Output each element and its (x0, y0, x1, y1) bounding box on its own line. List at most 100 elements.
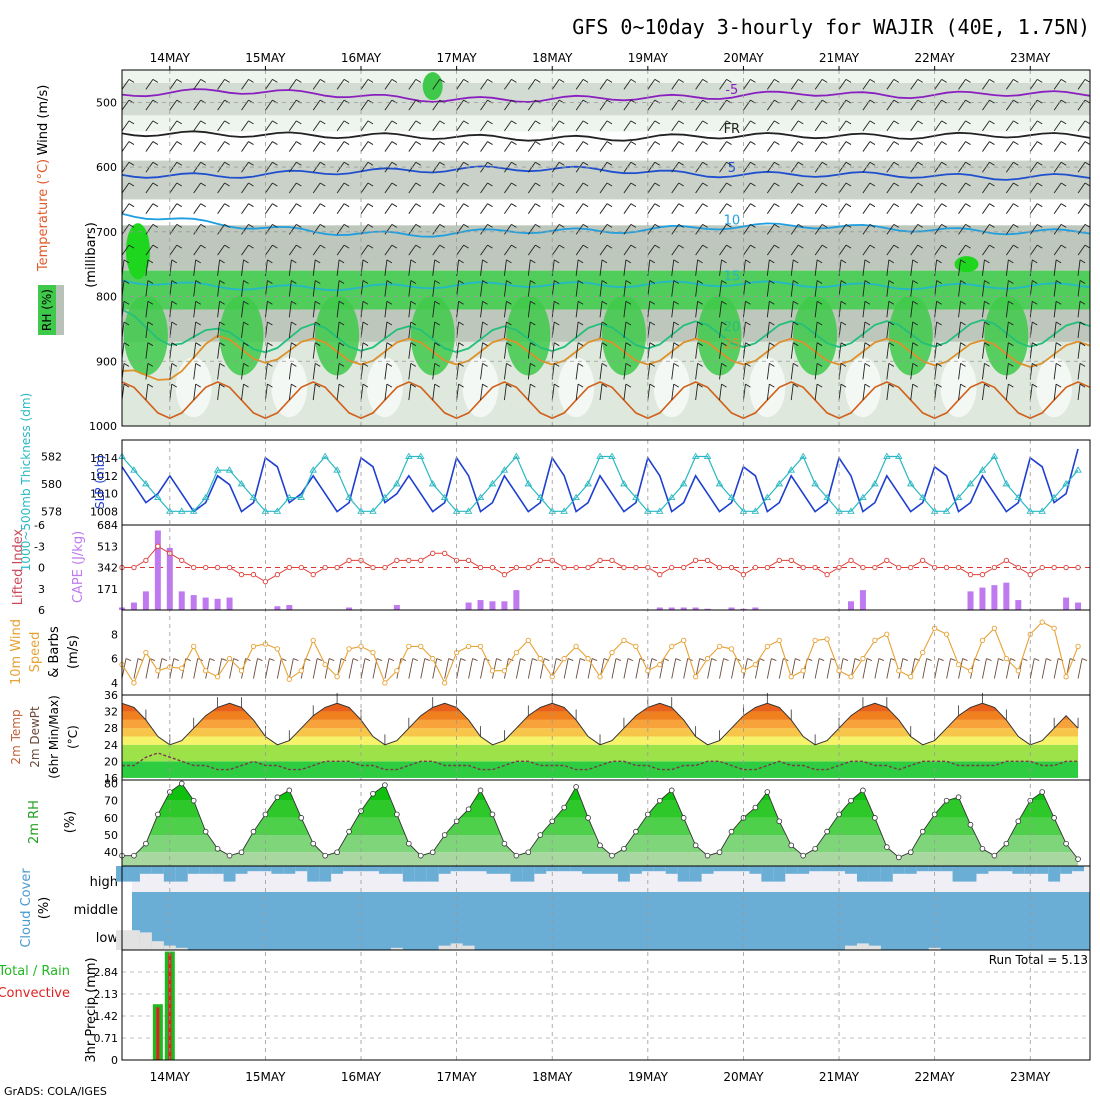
wind-barb-flag (721, 383, 727, 388)
wind-marker (489, 668, 496, 674)
wind-barb-flag (319, 161, 326, 166)
wind-barb (838, 280, 842, 297)
thickness-marker (883, 452, 891, 459)
wind-barb-flag (439, 120, 445, 125)
wind-barb (1029, 244, 1038, 256)
wind-barb (623, 141, 632, 152)
wind-barb-flag (530, 363, 536, 367)
wind-barb (384, 244, 393, 256)
wind-barb (886, 342, 890, 359)
cloud-low-fill (132, 928, 1090, 950)
day-label-bottom: 15MAY (245, 1070, 286, 1084)
wind-barb (934, 141, 943, 152)
wind-barb (384, 182, 393, 194)
wind-barb-flag (989, 79, 995, 83)
cloud-high-bar (594, 866, 606, 874)
wind-barb-flag (391, 120, 398, 125)
wind-marker (824, 636, 830, 642)
wind-barb (647, 658, 653, 679)
wind-barb-flag (888, 342, 895, 347)
wind-barb-flag (434, 321, 440, 326)
wind-barb (288, 363, 292, 380)
wind-barb (480, 99, 488, 111)
wind-barb (145, 120, 154, 132)
wind-barb-flag (1055, 259, 1062, 264)
rh-marker (800, 852, 806, 859)
wind-barb-flag (1037, 99, 1043, 104)
li-marker (824, 571, 830, 578)
wind-barb (551, 280, 555, 297)
cloud-high-bar (880, 866, 893, 882)
wind-barb (1053, 120, 1062, 132)
wind-barb (193, 321, 197, 339)
wind-barb (492, 658, 497, 679)
wind-barb-flag (412, 658, 418, 661)
wind-barb-flag (816, 259, 823, 264)
wind-barb (1053, 301, 1057, 318)
wind-barb-flag (367, 161, 374, 166)
rh-swatch (38, 285, 56, 335)
wind-marker (716, 643, 723, 650)
wind-barb-flag (410, 383, 417, 388)
wind-barb-flag (1008, 363, 1014, 367)
wind-marker (633, 643, 639, 650)
wind-barb-flag (123, 300, 130, 305)
wind-barb (766, 342, 770, 359)
wind-marker (238, 668, 245, 674)
wind-barb (862, 99, 871, 111)
wind-barb-flag (1013, 99, 1019, 104)
wind-barb (778, 658, 784, 679)
cloud-high-bar (749, 866, 762, 874)
wind-barb-flag (649, 321, 656, 326)
wind-barb-flag (553, 321, 560, 326)
cape-bar (1015, 600, 1022, 610)
wind-marker (776, 637, 782, 644)
wind-barb (456, 79, 464, 90)
wind-barb-flag (482, 300, 488, 305)
wind-barb-flag (678, 79, 684, 83)
wind-barb (623, 658, 629, 679)
wind-barb-flag (869, 141, 876, 145)
wind-barb (862, 301, 866, 318)
wind-marker (298, 668, 304, 674)
wind-barb (671, 224, 680, 235)
cloud-high-bar (355, 866, 367, 872)
wind-marker (394, 668, 400, 674)
wind-barb-flag (798, 182, 804, 187)
wind-barb (527, 182, 536, 194)
wind-barb-flag (558, 141, 565, 145)
wind-barb (169, 301, 173, 318)
wind-barb-flag (248, 141, 254, 145)
wind-barb-flag (606, 161, 613, 166)
wind-barb (1053, 141, 1062, 152)
temp-contour-label: 15 (724, 270, 741, 285)
wind-barb-flag (219, 300, 225, 305)
wind-barb (814, 321, 818, 339)
wind-barb-flag (678, 224, 684, 228)
wind-barb-flag (248, 203, 254, 208)
wind-barb (145, 280, 149, 297)
wind-barb-flag (272, 224, 278, 228)
wind-barb-flag (654, 224, 661, 228)
wind-barb-flag (625, 342, 632, 347)
rh-dry-lobe (462, 357, 499, 418)
wind-barb-flag (487, 182, 493, 187)
wind-barb-flag (508, 658, 514, 661)
cape-bar (1063, 597, 1070, 610)
rh-marker (872, 815, 878, 821)
wind-barb-flag (391, 182, 398, 187)
wind-barb-flag (209, 658, 215, 661)
wind-barb (336, 259, 340, 276)
wind-tick: 4 (111, 677, 118, 690)
wind-barb (1053, 342, 1057, 359)
wind-barb (862, 141, 871, 152)
upper-ytick: 1000 (89, 420, 117, 433)
wind-barb (575, 301, 579, 318)
wind-barb (348, 658, 354, 679)
wind-barb-flag (1013, 182, 1019, 187)
wind-barb (790, 224, 799, 235)
wind-barb-flag (520, 658, 526, 661)
wind-barb-flag (328, 658, 335, 661)
wind-barb-flag (424, 658, 430, 661)
wind-barb (1077, 658, 1083, 679)
